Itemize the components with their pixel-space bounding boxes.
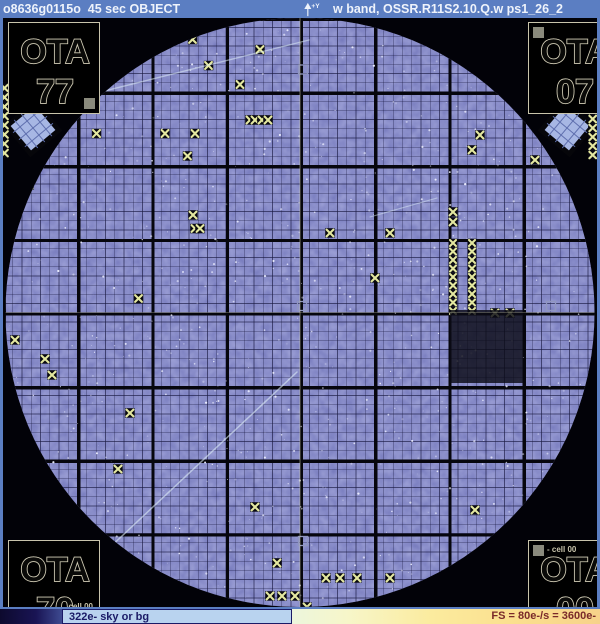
svg-text:07: 07 xyxy=(556,73,594,111)
svg-text:OTA: OTA xyxy=(20,33,89,71)
svg-text:OTA: OTA xyxy=(20,551,89,589)
svg-text:OTA: OTA xyxy=(540,33,597,71)
svg-text:OTA: OTA xyxy=(540,551,597,589)
svg-text:77: 77 xyxy=(36,73,74,111)
svg-text:00: 00 xyxy=(556,591,594,607)
svg-text:+Y: +Y xyxy=(311,3,320,10)
